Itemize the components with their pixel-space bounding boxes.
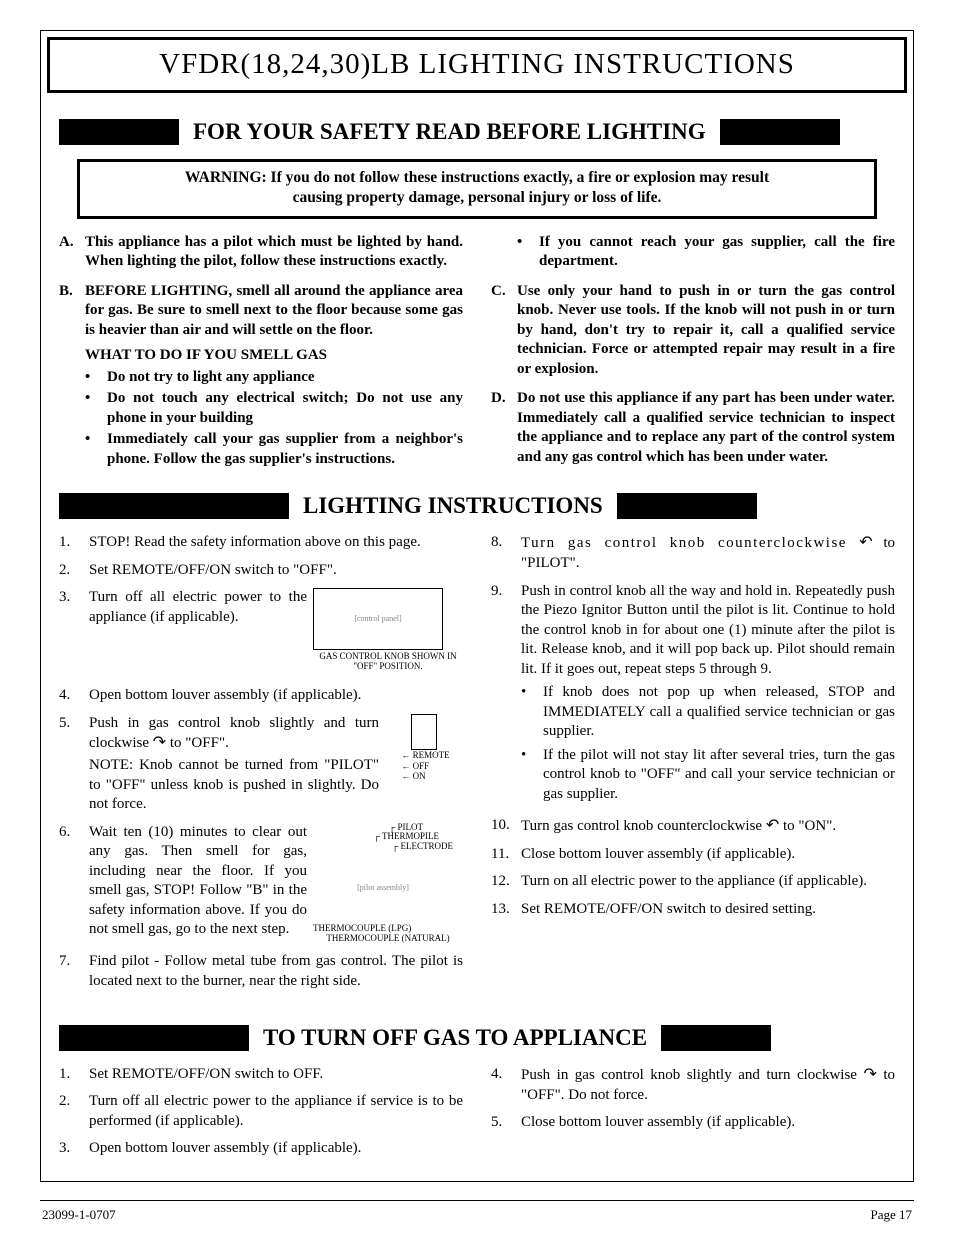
step-3: 3. [control panel] GAS CONTROL KNOB SHOW… bbox=[59, 588, 463, 678]
clockwise-arrow-icon: ↷ bbox=[153, 733, 166, 754]
step-9-bullets: If knob does not pop up when released, S… bbox=[521, 683, 895, 804]
title-banner: VFDR(18,24,30)LB LIGHTING INSTRUCTIONS bbox=[47, 37, 907, 93]
step-11: 11.Close bottom louver assembly (if appl… bbox=[491, 845, 895, 865]
heading-bar-right bbox=[720, 119, 840, 145]
warning-line-2: causing property damage, personal injury… bbox=[100, 188, 854, 208]
warning-line-1: WARNING: If you do not follow these inst… bbox=[100, 168, 854, 188]
step-2: 2.Set REMOTE/OFF/ON switch to "OFF". bbox=[59, 561, 463, 581]
page-number: Page 17 bbox=[870, 1207, 912, 1224]
pilot-assembly-diagram: ┌ PILOT ┌ THERMOPILE ┌ ELECTRODE [pilot … bbox=[313, 823, 463, 944]
step-12: 12.Turn on all electric power to the app… bbox=[491, 872, 895, 892]
bullet: Do not touch any electrical switch; Do n… bbox=[85, 389, 463, 428]
safety-col-left: A. This appliance has a pilot which must… bbox=[59, 233, 463, 482]
safety-heading: FOR YOUR SAFETY READ BEFORE LIGHTING bbox=[179, 117, 720, 147]
step-1: 1.STOP! Read the safety information abov… bbox=[59, 533, 463, 553]
control-panel-diagram: [control panel] GAS CONTROL KNOB SHOWN I… bbox=[313, 588, 463, 678]
item-b-text: BEFORE LIGHTING, smell all around the ap… bbox=[85, 282, 463, 341]
step-6: 6. ┌ PILOT ┌ THERMOPILE ┌ ELECTRODE [pil… bbox=[59, 823, 463, 944]
bullet: Immediately call your gas supplier from … bbox=[85, 430, 463, 469]
heading-bar-left bbox=[59, 119, 179, 145]
step-8: 8. Turn gas control knob counterclockwis… bbox=[491, 533, 895, 573]
step-9: 9. Push in control knob all the way and … bbox=[491, 582, 895, 809]
right-top-bullet: If you cannot reach your gas supplier, c… bbox=[517, 233, 895, 272]
lighting-col-left: 1.STOP! Read the safety information abov… bbox=[59, 533, 463, 999]
lighting-heading-row: LIGHTING INSTRUCTIONS bbox=[59, 491, 895, 521]
off-step-1: 1.Set REMOTE/OFF/ON switch to OFF. bbox=[59, 1065, 463, 1085]
item-d-text: Do not use this appliance if any part ha… bbox=[517, 389, 895, 467]
turnoff-col-left: 1.Set REMOTE/OFF/ON switch to OFF. 2.Tur… bbox=[59, 1065, 463, 1167]
page-frame: VFDR(18,24,30)LB LIGHTING INSTRUCTIONS F… bbox=[40, 30, 914, 1182]
turnoff-heading-row: TO TURN OFF GAS TO APPLIANCE bbox=[59, 1023, 895, 1053]
heading-bar-left bbox=[59, 493, 289, 519]
main-title: VFDR(18,24,30)LB LIGHTING INSTRUCTIONS bbox=[50, 40, 904, 90]
step-7: 7.Find pilot - Follow metal tube from ga… bbox=[59, 952, 463, 991]
bullet: If the pilot will not stay lit after sev… bbox=[521, 746, 895, 805]
safety-heading-row: FOR YOUR SAFETY READ BEFORE LIGHTING bbox=[59, 117, 895, 147]
turnoff-col-right: 4. Push in gas control knob slightly and… bbox=[491, 1065, 895, 1167]
item-c: C. Use only your hand to push in or turn… bbox=[491, 282, 895, 380]
counterclockwise-arrow-icon: ↶ bbox=[859, 533, 872, 554]
heading-bar-right bbox=[661, 1025, 771, 1051]
item-b: B. BEFORE LIGHTING, smell all around the… bbox=[59, 282, 463, 472]
item-c-text: Use only your hand to push in or turn th… bbox=[517, 282, 895, 380]
item-d: D. Do not use this appliance if any part… bbox=[491, 389, 895, 467]
lighting-col-right: 8. Turn gas control knob counterclockwis… bbox=[491, 533, 895, 999]
turnoff-columns: 1.Set REMOTE/OFF/ON switch to OFF. 2.Tur… bbox=[59, 1065, 895, 1167]
safety-columns: A. This appliance has a pilot which must… bbox=[59, 233, 895, 482]
item-a: A. This appliance has a pilot which must… bbox=[59, 233, 463, 272]
smell-gas-heading: WHAT TO DO IF YOU SMELL GAS bbox=[85, 346, 463, 366]
clockwise-arrow-icon: ↷ bbox=[863, 1065, 876, 1086]
heading-bar-left bbox=[59, 1025, 249, 1051]
off-step-3: 3.Open bottom louver assembly (if applic… bbox=[59, 1139, 463, 1159]
bullet: Do not try to light any appliance bbox=[85, 368, 463, 388]
content: FOR YOUR SAFETY READ BEFORE LIGHTING WAR… bbox=[41, 99, 913, 1181]
doc-number: 23099-1-0707 bbox=[42, 1207, 116, 1224]
heading-bar-right bbox=[617, 493, 757, 519]
step-10: 10. Turn gas control knob counterclockwi… bbox=[491, 816, 895, 837]
off-step-5: 5.Close bottom louver assembly (if appli… bbox=[491, 1113, 895, 1133]
switch-diagram: ← REMOTE ← OFF ← ON bbox=[385, 714, 463, 782]
step-5: 5. ← REMOTE ← OFF ← ON Push in gas contr… bbox=[59, 714, 463, 815]
item-a-text: This appliance has a pilot which must be… bbox=[85, 233, 463, 272]
diagram-caption: GAS CONTROL KNOB SHOWN IN "OFF" POSITION… bbox=[313, 652, 463, 672]
safety-col-right: If you cannot reach your gas supplier, c… bbox=[491, 233, 895, 482]
smell-gas-bullets: Do not try to light any appliance Do not… bbox=[85, 368, 463, 470]
bullet: If you cannot reach your gas supplier, c… bbox=[517, 233, 895, 272]
bullet: If knob does not pop up when released, S… bbox=[521, 683, 895, 742]
turnoff-heading: TO TURN OFF GAS TO APPLIANCE bbox=[249, 1023, 661, 1053]
step-13: 13.Set REMOTE/OFF/ON switch to desired s… bbox=[491, 900, 895, 920]
warning-box: WARNING: If you do not follow these inst… bbox=[77, 159, 877, 219]
page-footer: 23099-1-0707 Page 17 bbox=[40, 1200, 914, 1224]
counterclockwise-arrow-icon: ↶ bbox=[766, 816, 779, 837]
off-step-4: 4. Push in gas control knob slightly and… bbox=[491, 1065, 895, 1105]
lighting-heading: LIGHTING INSTRUCTIONS bbox=[289, 491, 617, 521]
step-4: 4.Open bottom louver assembly (if applic… bbox=[59, 686, 463, 706]
lighting-columns: 1.STOP! Read the safety information abov… bbox=[59, 533, 895, 999]
off-step-2: 2.Turn off all electric power to the app… bbox=[59, 1092, 463, 1131]
